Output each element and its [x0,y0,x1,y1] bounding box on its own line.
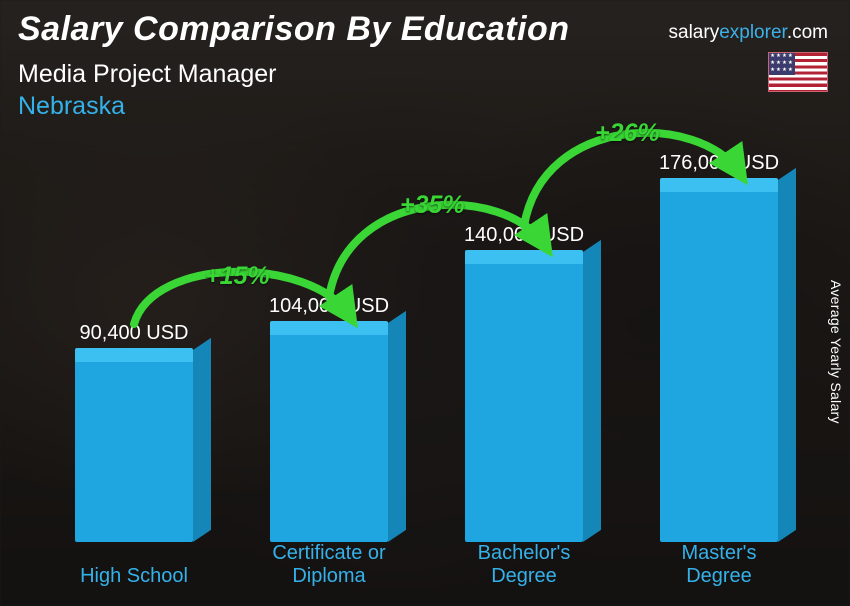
bar-side [388,311,406,542]
bar: 176,000 USD [660,192,778,542]
bar-value: 104,000 USD [250,295,408,318]
bar-value: 176,000 USD [640,152,798,175]
job-title: Media Project Manager [18,60,276,89]
content-root: Salary Comparison By Education Media Pro… [0,0,850,606]
bar-top [75,348,193,362]
us-flag-icon [768,52,828,92]
attribution: salaryexplorer.com [669,22,828,44]
bar: 140,000 USD [465,264,583,542]
attribution-accent: explorer [719,22,787,43]
bar: 104,000 USD [270,335,388,542]
location-label: Nebraska [18,92,125,121]
bar-group: 104,000 USDCertificate orDiploma [250,335,408,542]
bar-top [270,321,388,335]
bar-label: Master'sDegree [640,542,798,588]
y-axis-label: Average Yearly Salary [828,280,844,424]
bar-top [660,178,778,192]
bar-front [465,264,583,542]
increase-label: +26% [595,119,660,148]
bar-top [465,250,583,264]
bar-group: 176,000 USDMaster'sDegree [640,192,798,542]
bar-group: 140,000 USDBachelor'sDegree [445,264,603,542]
salary-bar-chart: 90,400 USDHigh School104,000 USDCertific… [30,128,800,588]
bar-front [75,362,193,542]
bar-label: Certificate orDiploma [250,542,408,588]
bar-side [193,338,211,542]
attribution-suffix: .com [787,22,828,43]
attribution-prefix: salary [669,22,720,43]
bar-side [778,168,796,542]
bar-value: 90,400 USD [55,322,213,345]
bar-value: 140,000 USD [445,224,603,247]
bar: 90,400 USD [75,362,193,542]
bar-label: High School [55,565,213,588]
bar-front [270,335,388,542]
increase-label: +15% [205,262,270,291]
page-title: Salary Comparison By Education [18,10,570,49]
bar-group: 90,400 USDHigh School [55,362,213,542]
increase-label: +35% [400,191,465,220]
bar-side [583,240,601,542]
bar-label: Bachelor'sDegree [445,542,603,588]
bar-front [660,192,778,542]
